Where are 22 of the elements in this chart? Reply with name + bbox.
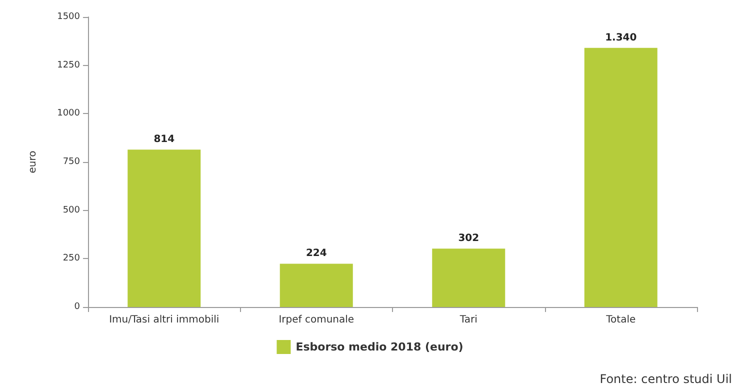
y-tick-label: 0: [74, 302, 80, 312]
y-tick-label: 1250: [57, 60, 80, 70]
x-tick-label: Irpef comunale: [278, 314, 354, 326]
y-tick-label: 1500: [57, 12, 80, 22]
x-tick-label: Imu/Tasi altri immobili: [109, 314, 220, 326]
bar: [432, 248, 506, 307]
data-label: 302: [458, 233, 480, 244]
y-tick-label: 500: [62, 205, 80, 216]
data-label: 1.340: [605, 32, 637, 44]
bar: [280, 264, 353, 307]
bar: [128, 150, 201, 307]
x-tick-label: Totale: [605, 314, 636, 326]
x-tick-label: Tari: [458, 314, 478, 326]
legend-label: Esborso medio 2018 (euro): [296, 340, 464, 354]
source-note: Fonte: centro studi Uil: [600, 372, 732, 386]
data-label: 224: [306, 248, 327, 260]
y-tick-label: 750: [62, 157, 80, 167]
data-label: 814: [154, 134, 175, 146]
y-tick-label: 1000: [57, 108, 80, 119]
y-axis-title: euro: [28, 150, 38, 174]
y-tick-label: 250: [62, 254, 80, 264]
bar: [584, 48, 658, 307]
